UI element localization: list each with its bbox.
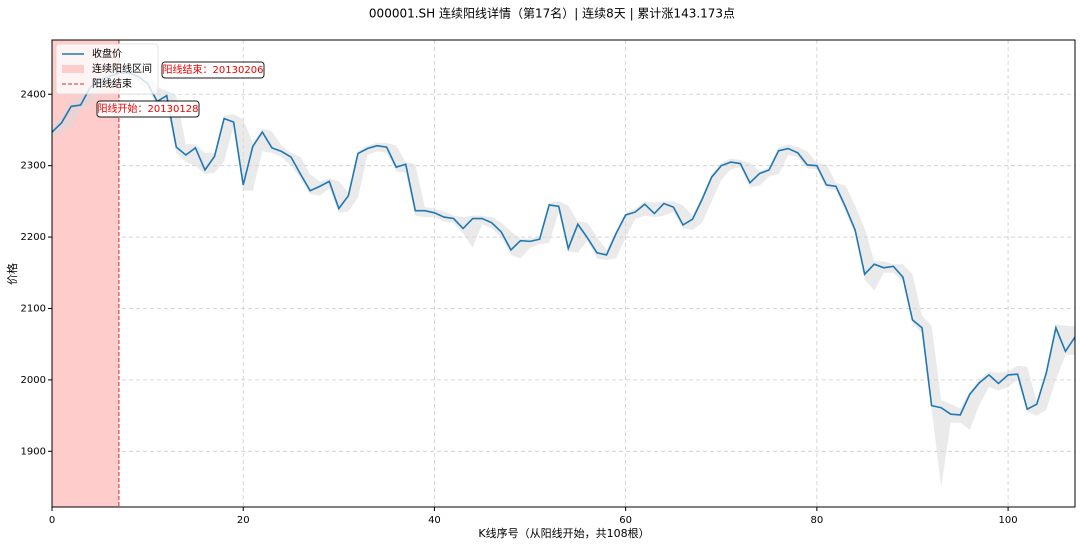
y-tick-label: 2300 (21, 161, 46, 172)
y-tick-label: 2000 (21, 375, 46, 386)
legend-label: 阳线结束 (92, 77, 132, 90)
y-axis-label: 价格 (5, 263, 19, 285)
y-tick-label: 2100 (21, 303, 46, 314)
plot (52, 40, 1075, 507)
x-axis-label: K线序号（从阳线开始，共108根） (478, 526, 649, 540)
y-tick-label: 2400 (21, 89, 46, 100)
annotation-box (161, 61, 265, 79)
legend-label: 连续阳线区间 (92, 62, 152, 75)
range-band (52, 67, 1075, 488)
legend-swatch (62, 65, 84, 73)
annotation: 阳线开始：20130128 (98, 102, 199, 115)
x-tick-label: 20 (237, 515, 250, 526)
y-tick-label: 2200 (21, 232, 46, 243)
annotation-box (96, 100, 200, 118)
plot-frame (51, 39, 1076, 508)
x-tick-label: 100 (999, 515, 1018, 526)
y-tick-label: 1900 (21, 446, 46, 457)
x-tick-label: 40 (428, 515, 441, 526)
legend-box (55, 43, 159, 95)
chart-title: 000001.SH 连续阳线详情（第17名）| 连续8天 | 累计涨143.17… (369, 6, 735, 21)
annotation: 阳线结束：20130206 (163, 63, 264, 76)
x-tick-label: 80 (810, 515, 823, 526)
x-tick-label: 0 (49, 515, 55, 526)
legend-label: 收盘价 (92, 47, 122, 60)
line-series (52, 72, 1075, 416)
x-tick-label: 60 (619, 515, 632, 526)
